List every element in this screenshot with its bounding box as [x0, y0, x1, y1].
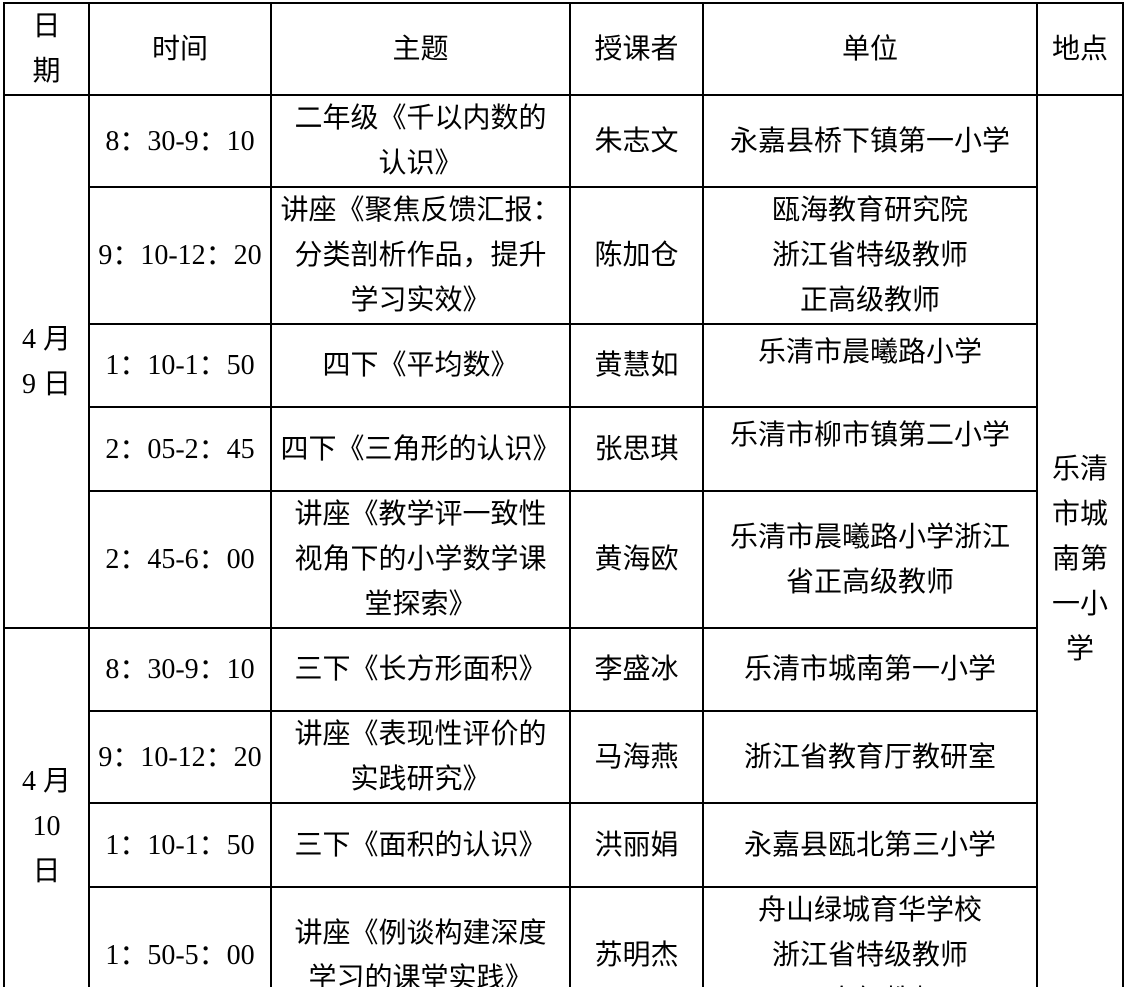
- table-row: 9：10-12：20 讲座《聚焦反馈汇报： 分类剖析作品，提升 学习实效》 陈加…: [4, 186, 1123, 325]
- lecturer-cell: 张思琪: [569, 406, 704, 492]
- lecturer-cell: 朱志文: [569, 94, 704, 188]
- topic-cell: 四下《三角形的认识》: [270, 406, 571, 492]
- table-row: 1：10-1：50 三下《面积的认识》 洪丽娟 永嘉县瓯北第三小学: [4, 802, 1123, 888]
- time-cell: 2：05-2：45: [88, 406, 272, 492]
- header-unit: 单位: [702, 2, 1038, 96]
- topic-cell: 二年级《千以内数的 认识》: [270, 94, 571, 188]
- time-cell: 8：30-9：10: [88, 94, 272, 188]
- table-row: 2：05-2：45 四下《三角形的认识》 张思琪 乐清市柳市镇第二小学: [4, 406, 1123, 492]
- topic-cell: 讲座《聚焦反馈汇报： 分类剖析作品，提升 学习实效》: [270, 186, 571, 325]
- unit-cell: 瓯海教育研究院 浙江省特级教师 正高级教师: [702, 186, 1038, 325]
- header-row: 日 期 时间 主题 授课者 单位 地点: [3, 2, 1124, 96]
- lecturer-cell: 陈加仓: [569, 186, 704, 325]
- unit-cell: 浙江省教育厅教研室: [702, 710, 1038, 804]
- unit-cell: 乐清市晨曦路小学浙江 省正高级教师: [702, 490, 1038, 629]
- unit-cell: 永嘉县瓯北第三小学: [702, 802, 1038, 888]
- lecturer-cell: 黄慧如: [569, 323, 704, 408]
- header-time: 时间: [88, 2, 272, 96]
- time-cell: 9：10-12：20: [88, 710, 272, 804]
- lecturer-cell: 李盛冰: [569, 627, 704, 712]
- time-cell: 1：50-5：00: [88, 886, 272, 987]
- header-lecturer: 授课者: [569, 2, 704, 96]
- time-cell: 1：10-1：50: [88, 323, 272, 408]
- topic-cell: 讲座《表现性评价的 实践研究》: [270, 710, 571, 804]
- topic-cell: 四下《平均数》: [270, 323, 571, 408]
- table-row: 4 月 9 日 8：30-9：10 二年级《千以内数的 认识》 朱志文 永嘉县桥…: [3, 94, 1124, 987]
- header-location: 地点: [1036, 2, 1124, 96]
- unit-cell: 永嘉县桥下镇第一小学: [702, 94, 1038, 188]
- table-row: 4 月 10 日 8：30-9：10 三下《长方形面积》 李盛冰 乐清市城南第一…: [3, 627, 1123, 987]
- location-cell: 乐清 市城 南第 一小 学: [1036, 94, 1124, 987]
- unit-cell: 乐清市晨曦路小学: [702, 323, 1038, 408]
- topic-cell: 三下《长方形面积》: [270, 627, 571, 712]
- date-cell: 4 月 9 日: [3, 94, 90, 629]
- unit-cell: 舟山绿城育华学校 浙江省特级教师 正高级教师: [702, 886, 1038, 987]
- time-cell: 8：30-9：10: [88, 627, 272, 712]
- lecturer-cell: 马海燕: [569, 710, 704, 804]
- table-row: 1：10-1：50 四下《平均数》 黄慧如 乐清市晨曦路小学: [4, 323, 1123, 408]
- table-row: 9：10-12：20 讲座《表现性评价的 实践研究》 马海燕 浙江省教育厅教研室: [4, 710, 1123, 804]
- time-cell: 1：10-1：50: [88, 802, 272, 888]
- date-cell: 4 月 10 日: [3, 627, 90, 987]
- time-cell: 2：45-6：00: [88, 490, 272, 629]
- schedule-table: 日 期 时间 主题 授课者 单位 地点 4 月 9 日 8：30-9：10 二年…: [3, 2, 1124, 987]
- header-date: 日 期: [3, 2, 90, 96]
- lecturer-cell: 洪丽娟: [569, 802, 704, 888]
- table-row: 2：45-6：00 讲座《教学评一致性 视角下的小学数学课 堂探索》 黄海欧 乐…: [4, 490, 1123, 629]
- unit-cell: 乐清市城南第一小学: [702, 627, 1038, 712]
- table-row: 1：50-5：00 讲座《例谈构建深度 学习的课堂实践》 苏明杰 舟山绿城育华学…: [4, 886, 1123, 987]
- topic-cell: 三下《面积的认识》: [270, 802, 571, 888]
- unit-cell: 乐清市柳市镇第二小学: [702, 406, 1038, 492]
- header-topic: 主题: [270, 2, 571, 96]
- time-cell: 9：10-12：20: [88, 186, 272, 325]
- topic-cell: 讲座《教学评一致性 视角下的小学数学课 堂探索》: [270, 490, 571, 629]
- topic-cell: 讲座《例谈构建深度 学习的课堂实践》: [270, 886, 571, 987]
- lecturer-cell: 黄海欧: [569, 490, 704, 629]
- lecturer-cell: 苏明杰: [569, 886, 704, 987]
